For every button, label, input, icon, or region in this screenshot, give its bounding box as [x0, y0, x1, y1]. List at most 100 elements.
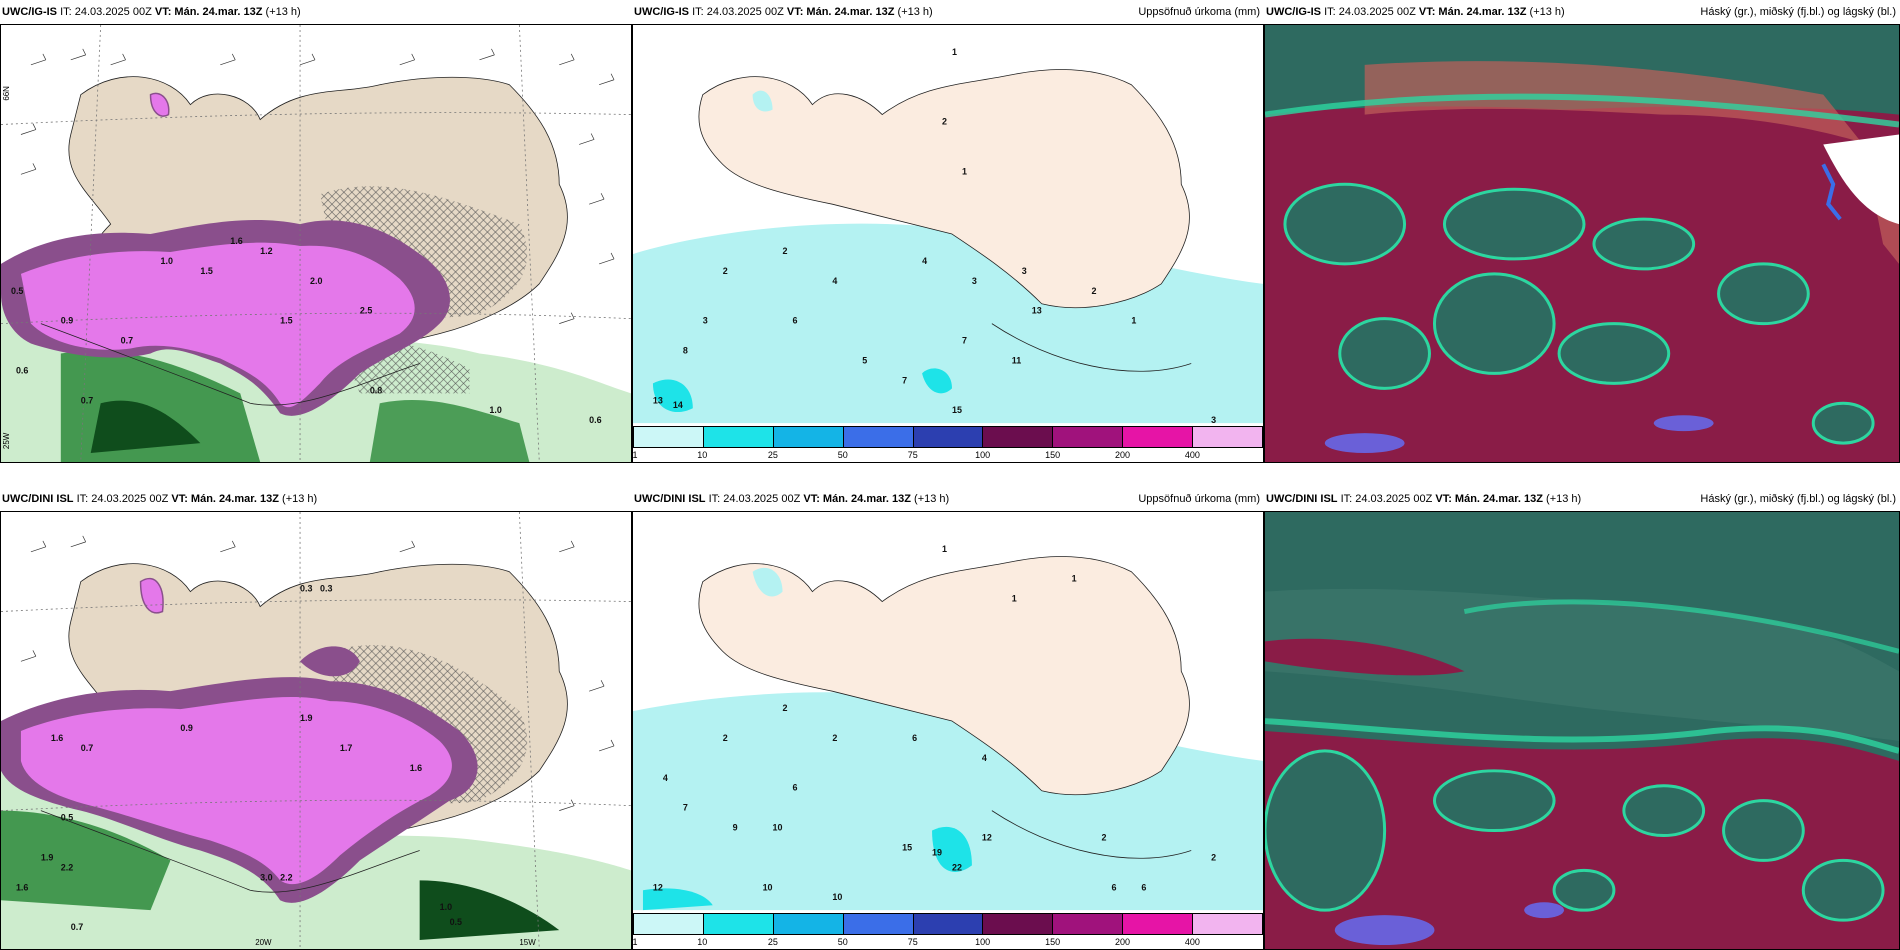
svg-text:2.2: 2.2: [61, 862, 73, 872]
svg-text:3: 3: [972, 276, 977, 286]
legend-swatch: [703, 914, 774, 934]
valid-time: VT: Mán. 24.mar. 13Z: [171, 493, 279, 505]
svg-text:1: 1: [942, 544, 947, 554]
svg-text:2.0: 2.0: [310, 276, 322, 286]
init-time: IT: 24.03.2025 00Z: [60, 6, 152, 18]
legend-swatch: [1123, 427, 1194, 447]
svg-text:1.9: 1.9: [300, 713, 312, 723]
svg-text:0.8: 0.8: [370, 385, 382, 395]
svg-text:13: 13: [1032, 306, 1042, 316]
svg-text:0.6: 0.6: [16, 365, 28, 375]
lead-time: (+13 h): [282, 493, 318, 505]
map-area: [1264, 24, 1900, 463]
svg-text:1.0: 1.0: [440, 902, 452, 912]
svg-text:1.0: 1.0: [489, 405, 501, 415]
model-name: UWC/DINI ISL: [2, 493, 74, 505]
svg-text:6: 6: [1141, 882, 1146, 892]
model-name: UWC/IG-IS: [1266, 6, 1321, 18]
lead-time: (+13 h): [1529, 6, 1565, 18]
svg-text:2: 2: [723, 733, 728, 743]
svg-text:0.7: 0.7: [81, 743, 93, 753]
field-title: Uppsöfnuð úrkoma (mm): [1138, 493, 1260, 505]
panel-wind-precip-bottom: UWC/DINI ISL IT: 24.03.2025 00Z VT: Mán.…: [0, 487, 632, 950]
svg-text:1: 1: [952, 47, 957, 57]
legend-swatch: [1053, 427, 1124, 447]
svg-text:12: 12: [982, 833, 992, 843]
init-time: IT: 24.03.2025 00Z: [1324, 6, 1416, 18]
svg-text:7: 7: [962, 336, 967, 346]
svg-text:0.3: 0.3: [320, 584, 332, 594]
legend-swatch: [1193, 914, 1263, 934]
tick: 150: [1045, 450, 1061, 460]
svg-text:3.0: 3.0: [260, 872, 272, 882]
tick: 25: [767, 450, 778, 460]
panel-header: UWC/DINI ISL IT: 24.03.2025 00Z VT: Mán.…: [632, 487, 1264, 511]
svg-text:1.6: 1.6: [230, 236, 242, 246]
tick: 50: [837, 450, 848, 460]
field-title: Háský (gr.), miðský (fj.bl.) og lágský (…: [1700, 493, 1896, 505]
svg-text:1.0: 1.0: [160, 256, 172, 266]
svg-text:4: 4: [663, 773, 668, 783]
lon-label: 15W: [519, 938, 536, 947]
tick: 1: [632, 937, 638, 947]
svg-text:1.7: 1.7: [340, 743, 352, 753]
panel-header: UWC/DINI ISL IT: 24.03.2025 00Z VT: Mán.…: [1264, 487, 1900, 511]
tick: 1: [632, 450, 638, 460]
svg-text:1: 1: [1072, 574, 1077, 584]
legend-swatch: [1123, 914, 1194, 934]
svg-text:1.6: 1.6: [16, 882, 28, 892]
tick: 400: [1184, 937, 1200, 947]
svg-text:1: 1: [1131, 316, 1136, 326]
svg-text:2: 2: [832, 733, 837, 743]
svg-text:1.6: 1.6: [51, 733, 63, 743]
svg-text:0.5: 0.5: [61, 813, 73, 823]
model-name: UWC/IG-IS: [2, 6, 57, 18]
valid-time: VT: Mán. 24.mar. 13Z: [154, 6, 263, 18]
svg-text:1.6: 1.6: [410, 763, 422, 773]
map-svg: 1.60.70.9 1.91.71.6 0.51.92.2 3.0 2.21.0 …: [1, 512, 631, 949]
svg-text:0.5: 0.5: [11, 286, 23, 296]
tick: 75: [907, 937, 918, 947]
map-svg: 0.50.91.5 1.22.02.5 0.70.71.0 0.60.60.8 …: [1, 25, 631, 462]
model-name: UWC/DINI ISL: [634, 493, 706, 505]
svg-text:13: 13: [653, 395, 663, 405]
tick: 200: [1114, 937, 1131, 947]
svg-text:4: 4: [832, 276, 837, 286]
svg-text:2: 2: [1092, 286, 1097, 296]
svg-text:3: 3: [1211, 415, 1216, 425]
init-time: IT: 24.03.2025 00Z: [692, 6, 784, 18]
init-time: IT: 24.03.2025 00Z: [1340, 493, 1433, 505]
tick: 10: [697, 450, 708, 460]
tick: 100: [975, 450, 991, 460]
svg-text:0.7: 0.7: [71, 922, 83, 932]
svg-text:3: 3: [1022, 266, 1027, 276]
svg-text:11: 11: [1012, 355, 1021, 365]
svg-text:10: 10: [832, 892, 842, 902]
legend-swatch: [843, 914, 914, 934]
legend-swatch: [913, 914, 984, 934]
panel-accum-precip-top: UWC/IG-IS IT: 24.03.2025 00Z VT: Mán. 24…: [632, 0, 1264, 463]
panel-header: UWC/IG-IS IT: 24.03.2025 00Z VT: Mán. 24…: [1264, 0, 1900, 24]
svg-text:2: 2: [1102, 833, 1107, 843]
svg-text:1.9: 1.9: [41, 852, 53, 862]
panel-accum-precip-bottom: UWC/DINI ISL IT: 24.03.2025 00Z VT: Mán.…: [632, 487, 1264, 950]
legend-swatch: [983, 914, 1054, 934]
init-time: IT: 24.03.2025 00Z: [708, 493, 801, 505]
model-name: UWC/DINI ISL: [1266, 493, 1338, 505]
svg-text:9: 9: [733, 823, 738, 833]
panel-clouds-top: UWC/IG-IS IT: 24.03.2025 00Z VT: Mán. 24…: [1264, 0, 1900, 463]
lead-time: (+13 h): [265, 6, 301, 18]
precip-legend: [633, 913, 1263, 935]
panel-clouds-bottom: UWC/DINI ISL IT: 24.03.2025 00Z VT: Mán.…: [1264, 487, 1900, 950]
lon-label: 20W: [255, 938, 272, 947]
svg-text:2: 2: [783, 703, 788, 713]
svg-text:0.3: 0.3: [300, 584, 312, 594]
map-svg: [1265, 25, 1899, 462]
lead-time: (+13 h): [914, 493, 950, 505]
svg-text:0.7: 0.7: [81, 395, 93, 405]
legend-swatch: [843, 427, 914, 447]
svg-text:14: 14: [673, 400, 683, 410]
svg-text:1.5: 1.5: [200, 266, 212, 276]
